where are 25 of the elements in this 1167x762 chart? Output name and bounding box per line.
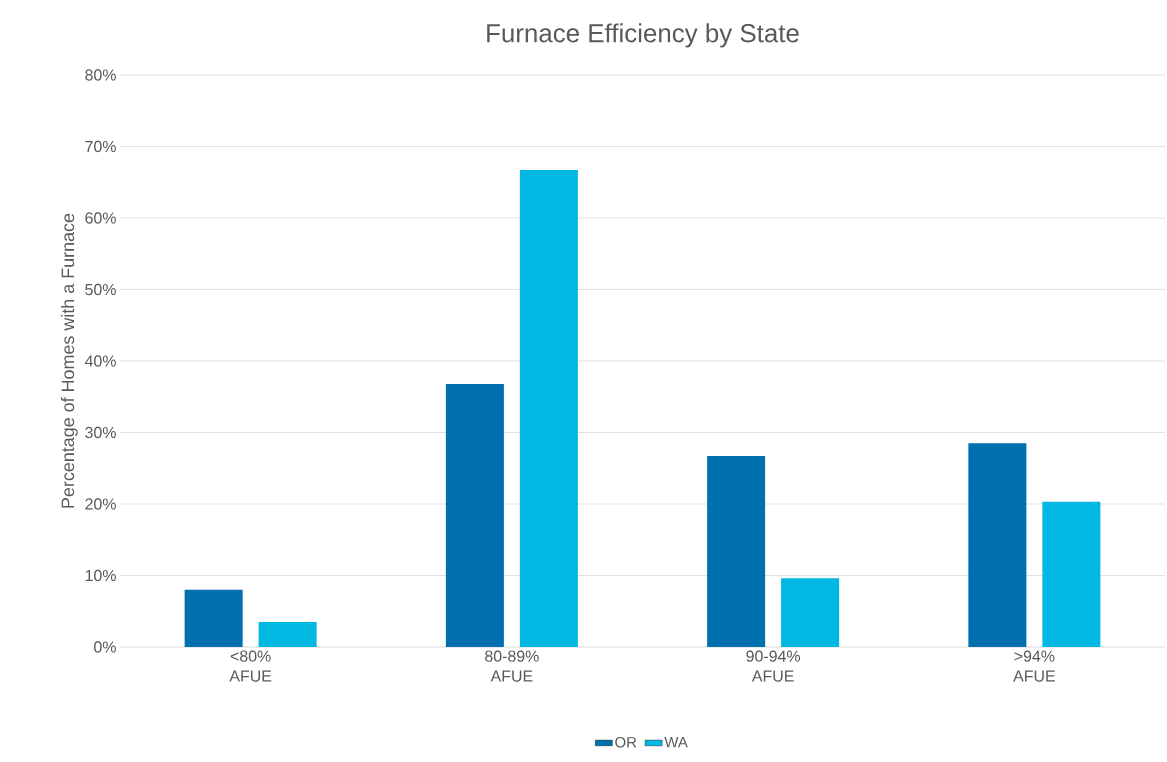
y-tick-label: 0% (94, 641, 116, 653)
bar (1042, 501, 1101, 647)
legend-label: WA (664, 737, 688, 748)
x-tick-label: <80% AFUE (229, 650, 272, 682)
y-tick-label: 30% (85, 426, 116, 439)
y-tick-label: 70% (85, 140, 116, 153)
y-tick-label: 60% (85, 212, 116, 224)
x-tick-label: >94% AFUE (1013, 650, 1055, 682)
bar (258, 621, 317, 647)
y-tick-label: 10% (85, 569, 116, 582)
bar (968, 443, 1027, 647)
bar (707, 456, 766, 647)
y-tick-label: 50% (85, 283, 116, 296)
legend-label: OR (615, 736, 637, 748)
x-tick-label: 90-94% AFUE (746, 650, 801, 682)
bar (519, 170, 578, 647)
y-tick-label: 80% (85, 69, 116, 81)
chart-title: Furnace Efficiency by State (487, 23, 799, 48)
y-axis-title: Percentage of Homes with a Furnace (61, 213, 78, 508)
x-tick-label: 80-89% AFUE (485, 650, 539, 682)
bar (445, 383, 504, 647)
bar (184, 589, 243, 647)
y-tick-label: 40% (84, 355, 116, 367)
y-tick-label: 20% (85, 498, 116, 510)
bar (781, 578, 840, 647)
